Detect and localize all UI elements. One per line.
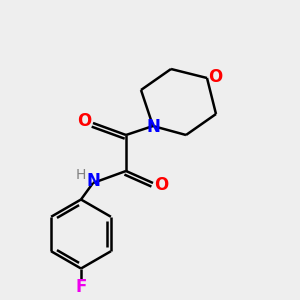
Text: O: O (208, 68, 223, 85)
Text: O: O (154, 176, 169, 194)
Text: N: N (146, 118, 160, 136)
Text: N: N (86, 172, 100, 190)
Text: O: O (77, 112, 92, 130)
Text: H: H (75, 168, 85, 182)
Text: F: F (75, 278, 87, 296)
